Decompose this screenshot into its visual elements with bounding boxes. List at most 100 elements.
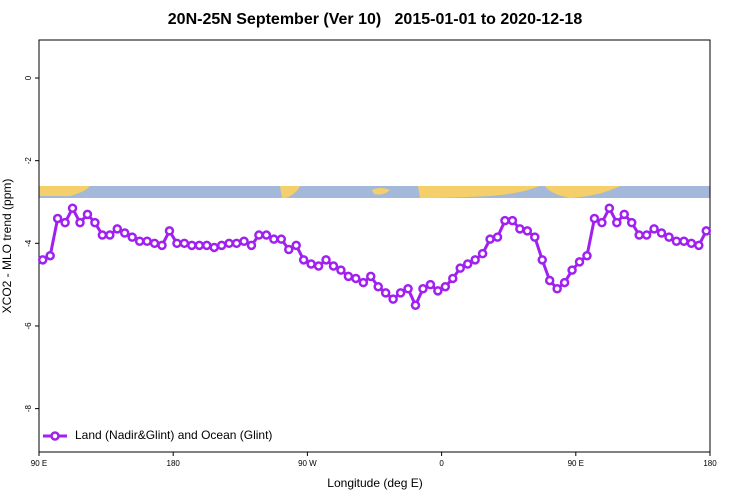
data-point xyxy=(52,213,63,224)
data-point xyxy=(336,265,346,275)
data-point xyxy=(701,226,712,236)
data-point xyxy=(671,236,682,246)
data-point xyxy=(269,234,279,244)
data-point xyxy=(552,284,562,294)
data-point xyxy=(559,277,570,288)
data-point xyxy=(619,209,630,220)
data-point xyxy=(582,250,592,261)
data-point xyxy=(634,230,644,240)
data-point xyxy=(97,230,108,240)
data-point xyxy=(142,236,152,246)
data-point xyxy=(455,263,465,273)
data-point xyxy=(202,240,212,251)
data-point xyxy=(686,238,697,249)
data-point xyxy=(612,217,622,228)
data-point xyxy=(75,217,85,228)
data-point xyxy=(679,236,689,246)
data-point xyxy=(544,275,555,286)
data-point xyxy=(418,284,428,294)
data-point xyxy=(500,215,510,226)
data-point xyxy=(507,215,518,226)
y-axis-label: XCO2 - MLO trend (ppm) xyxy=(0,179,14,314)
y-tick-label: -6 xyxy=(24,322,33,330)
data-point xyxy=(231,238,242,249)
x-tick-label: 180 xyxy=(167,459,181,468)
data-point xyxy=(37,255,48,265)
data-point xyxy=(485,234,495,244)
data-point xyxy=(224,238,234,249)
data-point xyxy=(574,257,585,267)
legend-marker xyxy=(50,431,60,441)
data-point xyxy=(328,261,339,271)
data-point xyxy=(477,248,488,259)
data-point xyxy=(641,230,652,240)
x-tick-label: 0 xyxy=(439,459,444,468)
data-point xyxy=(492,232,503,242)
data-point xyxy=(194,240,205,251)
data-point xyxy=(60,217,70,228)
data-point xyxy=(179,238,190,249)
data-point xyxy=(284,244,294,255)
data-point xyxy=(530,232,540,242)
plot-frame xyxy=(38,39,711,453)
data-point xyxy=(567,265,577,275)
data-point xyxy=(388,294,398,304)
data-point xyxy=(149,238,160,249)
data-point xyxy=(105,230,115,240)
data-point xyxy=(380,288,391,298)
data-point xyxy=(157,240,167,251)
data-point xyxy=(45,250,55,261)
data-point xyxy=(366,271,376,282)
data-point xyxy=(351,273,361,284)
data-point xyxy=(313,261,324,271)
data-point xyxy=(597,217,607,228)
data-point xyxy=(127,232,137,242)
y-tick-label: 0 xyxy=(24,75,33,80)
data-point xyxy=(425,279,436,290)
data-point xyxy=(395,288,406,298)
data-point xyxy=(522,226,533,236)
data-point xyxy=(433,286,443,296)
data-point xyxy=(694,240,704,251)
data-point xyxy=(209,242,219,253)
data-point xyxy=(164,226,175,236)
data-point xyxy=(589,213,600,224)
legend-label: Land (Nadir&Glint) and Ocean (Glint) xyxy=(75,428,272,442)
data-point xyxy=(134,236,145,246)
map-strip xyxy=(39,186,710,198)
data-point xyxy=(462,259,473,269)
series-line xyxy=(42,204,708,309)
data-point xyxy=(664,232,674,242)
y-tick-label: -4 xyxy=(24,239,33,247)
data-point xyxy=(448,273,458,284)
data-point xyxy=(306,259,316,269)
data-point xyxy=(626,217,637,228)
data-point xyxy=(343,271,354,282)
data-point xyxy=(239,236,249,246)
data-point xyxy=(82,209,93,220)
data-point xyxy=(515,224,525,234)
data-point xyxy=(440,281,451,292)
x-tick-label: 90 E xyxy=(568,459,584,468)
data-point xyxy=(67,203,78,213)
data-point xyxy=(373,281,383,292)
data-point xyxy=(172,238,182,249)
data-point xyxy=(276,234,287,244)
data-point xyxy=(537,255,547,265)
data-point xyxy=(119,228,130,238)
data-point xyxy=(649,224,659,234)
data-point xyxy=(90,217,100,228)
y-tick-label: -2 xyxy=(24,157,33,165)
data-point xyxy=(216,240,227,251)
data-point xyxy=(321,255,331,265)
x-tick-label: 90 E xyxy=(31,459,47,468)
data-point xyxy=(291,240,301,251)
data-point xyxy=(470,255,480,265)
x-tick-label: 180 xyxy=(703,459,717,468)
data-point xyxy=(187,240,197,251)
data-point xyxy=(604,203,615,213)
y-tick-label: -8 xyxy=(24,405,33,413)
data-point xyxy=(112,224,123,234)
data-point xyxy=(403,284,413,294)
